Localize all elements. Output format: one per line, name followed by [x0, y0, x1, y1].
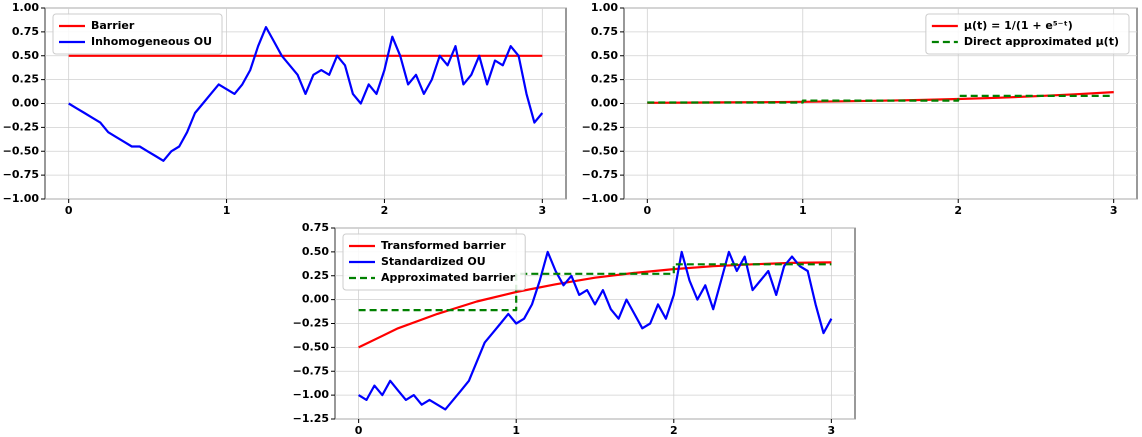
- x-tick-label: 3: [538, 204, 546, 217]
- legend-label: Barrier: [91, 19, 135, 32]
- y-tick-label: −0.75: [293, 364, 329, 377]
- subplot: −1.25 −1.00 −0.75 −0.50 −0.25 0.00 0.25 0.50 0.7…: [293, 221, 856, 437]
- x-tick-label: 0: [643, 204, 651, 217]
- y-tick-label: −0.50: [293, 340, 330, 353]
- legend-label: Direct approximated μ(t): [964, 35, 1119, 48]
- x-tick-label: 3: [828, 424, 836, 437]
- y-tick-label: 0.00: [302, 293, 329, 306]
- legend-label: Transformed barrier: [381, 239, 506, 252]
- y-tick-label: 0.75: [302, 221, 329, 234]
- y-tick-label: −0.50: [582, 144, 619, 157]
- y-tick-label: 0.75: [12, 25, 39, 38]
- y-tick-label: −1.25: [293, 412, 329, 425]
- y-tick-label: 1.00: [12, 1, 39, 14]
- legend-box: [925, 13, 1130, 55]
- y-tick-label: −0.75: [582, 168, 618, 181]
- data-line: [647, 94, 1114, 104]
- y-tick-label: −1.00: [582, 192, 619, 205]
- data-line: [68, 26, 544, 162]
- legend-box: [342, 233, 526, 291]
- x-tick-label: 0: [65, 204, 73, 217]
- y-tick-label: −0.50: [3, 144, 40, 157]
- x-tick-label: 0: [355, 424, 363, 437]
- x-tick-label: 1: [799, 204, 807, 217]
- y-tick-label: 0.50: [302, 245, 329, 258]
- y-tick-label: −1.00: [3, 192, 40, 205]
- y-tick-label: −1.00: [293, 388, 330, 401]
- x-tick-label: 2: [954, 204, 962, 217]
- y-tick-label: 0.25: [302, 269, 329, 282]
- legend-label: Standardized OU: [381, 255, 486, 268]
- legend-label: Approximated barrier: [381, 271, 516, 284]
- legend-box: [52, 13, 223, 55]
- x-tick-label: 1: [223, 204, 231, 217]
- y-tick-label: −0.25: [582, 120, 618, 133]
- y-tick-label: 0.00: [591, 97, 618, 110]
- y-tick-label: −0.25: [293, 317, 329, 330]
- data-line: [358, 263, 832, 312]
- legend-label: Inhomogeneous OU: [91, 35, 212, 48]
- data-line: [358, 250, 833, 411]
- y-tick-label: 1.00: [591, 1, 618, 14]
- x-tick-label: 1: [512, 424, 520, 437]
- legend: μ(t) = 1/(1 + e⁵⁻ᵗ) Direct approximated μ…: [925, 13, 1130, 55]
- y-tick-label: 0.75: [591, 25, 618, 38]
- y-tick-label: 0.25: [591, 73, 618, 86]
- legend: Barrier Inhomogeneous OU: [52, 13, 223, 55]
- data-line: [358, 261, 832, 349]
- y-tick-label: −0.75: [3, 168, 39, 181]
- subplot: −1.00 −0.75 −0.50 −0.25 0.00 0.25 0.50 0.75 1.00…: [3, 1, 567, 217]
- x-tick-label: 2: [381, 204, 389, 217]
- legend-label: μ(t) = 1/(1 + e⁵⁻ᵗ): [964, 19, 1073, 32]
- subplot: −1.00 −0.75 −0.50 −0.25 0.00 0.25 0.50 0.75 1.00…: [582, 1, 1138, 217]
- y-tick-label: 0.50: [591, 49, 618, 62]
- y-tick-label: 0.50: [12, 49, 39, 62]
- y-tick-label: 0.00: [12, 97, 39, 110]
- y-tick-label: −0.25: [3, 120, 39, 133]
- y-tick-label: 0.25: [12, 73, 39, 86]
- legend: Transformed barrier Standardized OU Approx…: [342, 233, 526, 291]
- x-tick-label: 2: [670, 424, 678, 437]
- x-tick-label: 3: [1110, 204, 1118, 217]
